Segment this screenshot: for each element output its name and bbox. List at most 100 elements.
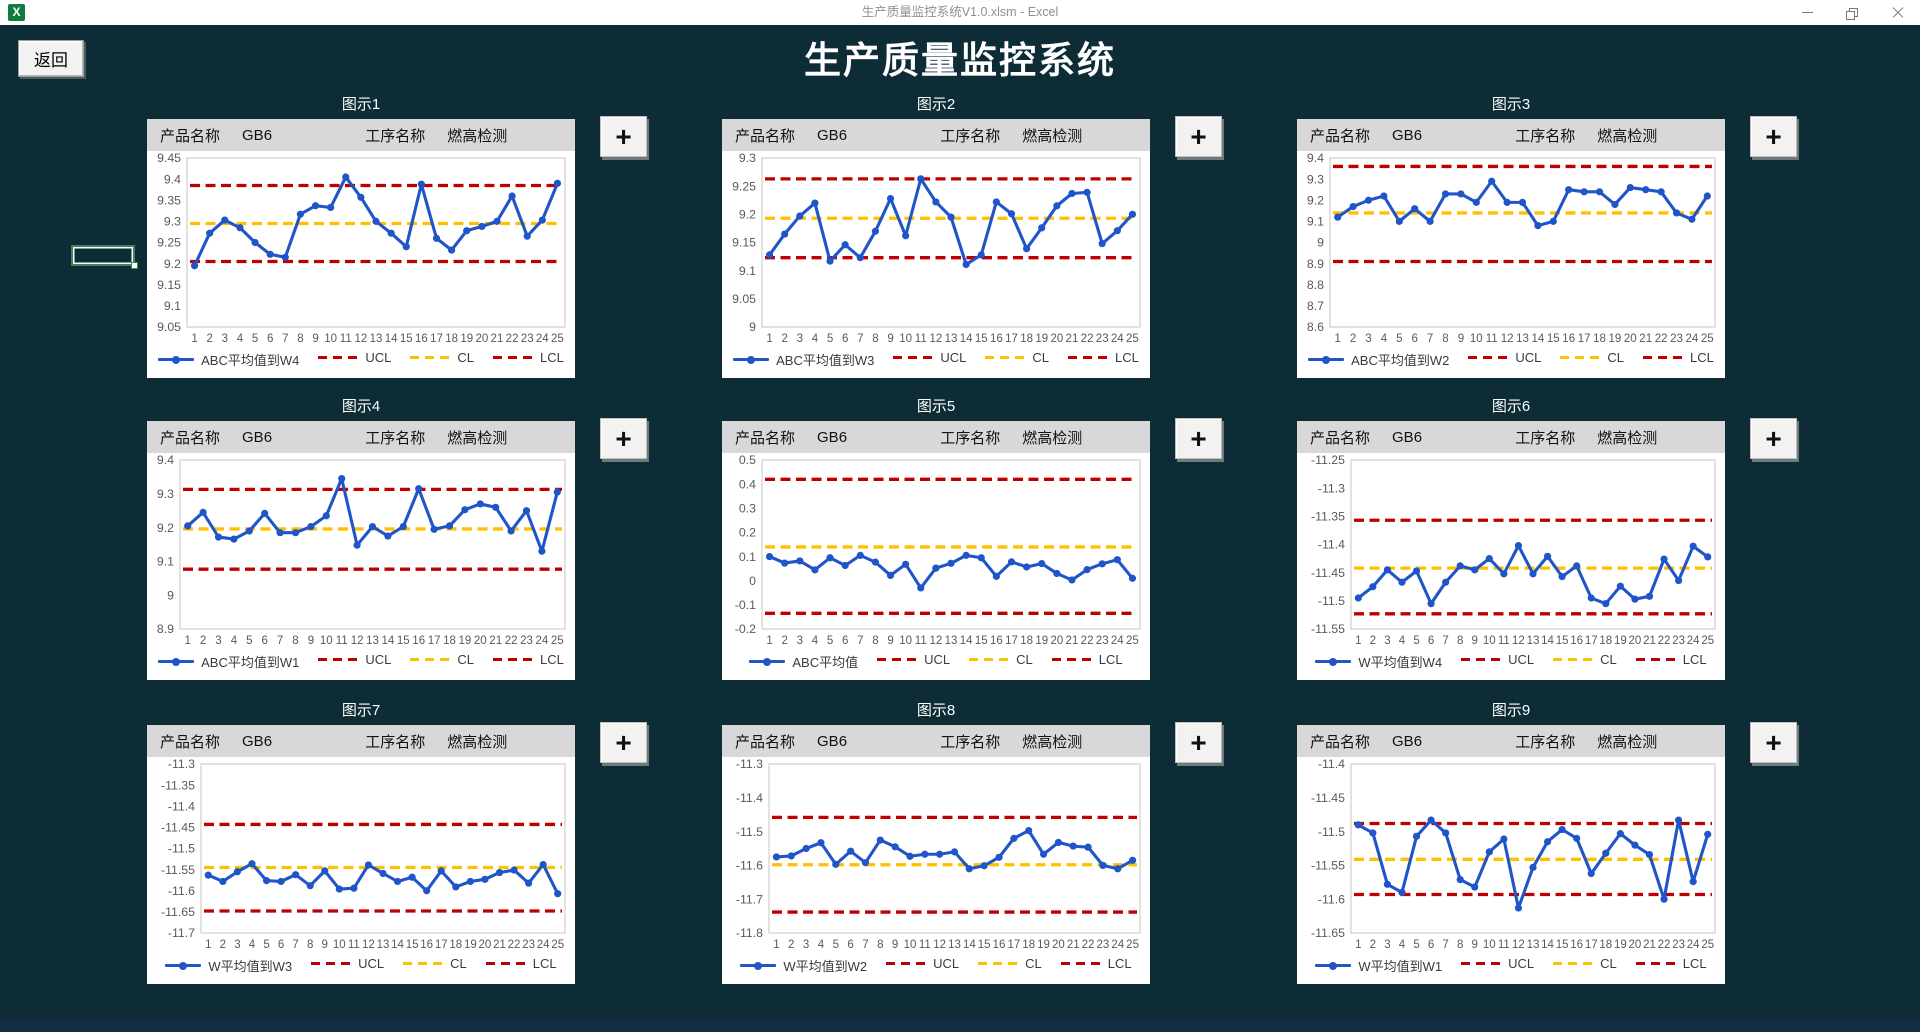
svg-text:5: 5 <box>827 635 833 647</box>
add-chart-button[interactable]: + <box>600 722 647 763</box>
series-name-label: W平均值到W3 <box>208 959 293 974</box>
add-chart-button[interactable]: + <box>1175 418 1222 459</box>
ucl-label: UCL <box>1515 350 1542 365</box>
product-label: 产品名称 <box>160 733 221 751</box>
add-chart-button[interactable]: + <box>1175 116 1222 157</box>
svg-text:13: 13 <box>370 333 383 345</box>
product-label: 产品名称 <box>1310 127 1371 145</box>
product-label: 产品名称 <box>735 429 796 447</box>
add-chart-button[interactable]: + <box>1175 722 1222 763</box>
product-value: GB6 <box>242 126 273 144</box>
svg-text:12: 12 <box>1512 635 1525 647</box>
svg-text:23: 23 <box>1672 635 1685 647</box>
restore-button[interactable] <box>1830 0 1875 25</box>
series-line-marker <box>733 355 770 364</box>
lcl-line-marker <box>493 657 533 662</box>
svg-text:21: 21 <box>1066 333 1079 345</box>
svg-text:8.9: 8.9 <box>157 622 174 636</box>
svg-text:9.1: 9.1 <box>739 264 756 278</box>
svg-text:9.3: 9.3 <box>164 215 181 229</box>
svg-text:11: 11 <box>348 939 360 951</box>
svg-text:-11.45: -11.45 <box>161 821 195 835</box>
svg-text:13: 13 <box>366 635 379 647</box>
svg-text:17: 17 <box>1585 635 1598 647</box>
add-chart-button[interactable]: + <box>1750 116 1797 157</box>
chart-panel: 图示4 产品名称 GB6 工序名称 燃高检测 8.9 9 9.1 9.2 9.3 9.4 1… <box>147 397 647 680</box>
svg-text:4: 4 <box>1399 635 1406 647</box>
add-chart-button[interactable]: + <box>1750 722 1797 763</box>
svg-text:22: 22 <box>1082 939 1095 951</box>
lcl-label: LCL <box>1682 956 1707 971</box>
svg-text:0.2: 0.2 <box>739 526 756 540</box>
panel-header: 产品名称 GB6 工序名称 燃高检测 <box>147 119 575 151</box>
lcl-line-marker <box>493 355 533 360</box>
svg-text:7: 7 <box>857 635 863 647</box>
add-chart-button[interactable]: + <box>1750 418 1797 459</box>
cl-label: CL <box>1600 652 1617 667</box>
svg-text:1: 1 <box>1355 635 1361 647</box>
svg-text:4: 4 <box>818 939 825 951</box>
process-value: 燃高检测 <box>1597 733 1658 751</box>
legend-lcl: LCL <box>1051 652 1123 667</box>
series-name-label: W平均值到W1 <box>1358 959 1443 974</box>
back-button[interactable]: 返回 <box>18 40 84 77</box>
legend-series: ABC平均值 <box>749 652 858 671</box>
panel-title: 图示5 <box>916 398 956 415</box>
panel-header: 产品名称 GB6 工序名称 燃高检测 <box>722 119 1150 151</box>
svg-text:22: 22 <box>1081 635 1094 647</box>
ucl-label: UCL <box>924 652 951 667</box>
control-chart: 8.6 8.7 8.8 8.9 9 9.1 9.2 9.3 9.4 1 2 3 4 5 6 7 8 9 10 11 12… <box>1297 151 1725 378</box>
lcl-label: LCL <box>1690 350 1714 365</box>
process-label: 工序名称 <box>365 429 426 447</box>
legend-ucl: UCL <box>877 652 950 667</box>
svg-text:5: 5 <box>833 939 839 951</box>
svg-text:-11.5: -11.5 <box>736 825 763 839</box>
control-chart: -11.7 -11.65 -11.6 -11.55 -11.5 -11.45 -11.4 -1… <box>147 757 575 984</box>
window-titlebar: X 生产质量监控系统V1.0.xlsm - Excel <box>0 0 1920 25</box>
svg-text:17: 17 <box>1578 333 1591 345</box>
chart-plot: -11.65-11.6-11.55-11.5-11.45-11.41 2 3 4 5 6 7… <box>1311 757 1716 951</box>
ucl-line-marker <box>886 961 927 966</box>
svg-text:10: 10 <box>899 635 912 647</box>
svg-text:0.4: 0.4 <box>739 477 756 491</box>
svg-text:5: 5 <box>1413 939 1419 951</box>
selected-cell-outline[interactable] <box>71 245 138 269</box>
close-button[interactable] <box>1875 0 1920 25</box>
svg-text:23: 23 <box>520 635 533 647</box>
lcl-label: LCL <box>1107 956 1132 971</box>
svg-text:24: 24 <box>536 333 549 345</box>
add-chart-button[interactable]: + <box>600 418 647 459</box>
process-label: 工序名称 <box>940 733 1001 751</box>
series-dot-marker <box>754 961 763 970</box>
svg-text:19: 19 <box>1035 635 1048 647</box>
svg-text:-0.1: -0.1 <box>735 598 756 612</box>
svg-text:3: 3 <box>1384 635 1390 647</box>
lcl-label: LCL <box>540 350 564 365</box>
chart-plot: -11.8-11.7-11.6-11.5-11.4-11.31 2 3 4 5 6 7 8 9 1… <box>736 757 1141 951</box>
process-value: 燃高检测 <box>447 429 508 447</box>
svg-text:13: 13 <box>1527 939 1540 951</box>
product-value: GB6 <box>817 428 848 446</box>
svg-text:24: 24 <box>537 939 550 951</box>
legend-ucl: UCL <box>311 956 384 971</box>
add-chart-button[interactable]: + <box>600 116 647 157</box>
svg-text:3: 3 <box>803 939 809 951</box>
svg-text:3: 3 <box>215 635 221 647</box>
svg-text:24: 24 <box>536 635 549 647</box>
svg-text:11: 11 <box>915 333 927 345</box>
chart-panel: 图示2 产品名称 GB6 工序名称 燃高检测 9 9.05 9.1 9.15 9.2 9.… <box>722 95 1222 378</box>
svg-text:16: 16 <box>420 939 433 951</box>
svg-text:1: 1 <box>766 635 772 647</box>
legend-series: ABC平均值到W3 <box>733 350 874 369</box>
svg-text:4: 4 <box>1399 939 1406 951</box>
svg-text:3: 3 <box>222 333 228 345</box>
lcl-label: LCL <box>540 652 564 667</box>
panel-title: 图示2 <box>916 96 956 113</box>
legend-lcl: LCL <box>485 956 557 971</box>
svg-text:21: 21 <box>1066 635 1079 647</box>
minimize-button[interactable] <box>1785 0 1830 25</box>
svg-text:12: 12 <box>362 939 375 951</box>
svg-text:20: 20 <box>475 333 488 345</box>
svg-text:1: 1 <box>766 333 772 345</box>
product-label: 产品名称 <box>735 127 796 145</box>
